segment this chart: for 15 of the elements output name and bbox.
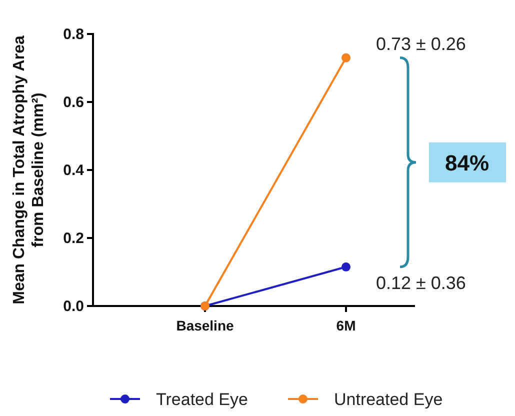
x-tick-label: Baseline [176,317,234,334]
y-axis-title: Mean Change in Total Atrophy Area from Baseline (mm²) [11,36,48,304]
y-tick-label: 0.4 [63,162,85,179]
data-label: 0.73 ± 0.26 [376,34,466,54]
legend-label: Untreated Eye [334,390,443,409]
y-tick-label: 0.0 [63,298,84,315]
legend-label: Treated Eye [156,390,248,409]
y-tick-label: 0.8 [63,26,84,43]
y-tick-label: 0.6 [63,94,84,111]
point [341,53,351,62]
x-tick-label: 6M [336,317,356,334]
text: 84% [444,150,490,176]
y-tick-label: 0.2 [63,230,84,247]
point [341,262,351,272]
data-label: 0.12 ± 0.36 [376,272,466,293]
